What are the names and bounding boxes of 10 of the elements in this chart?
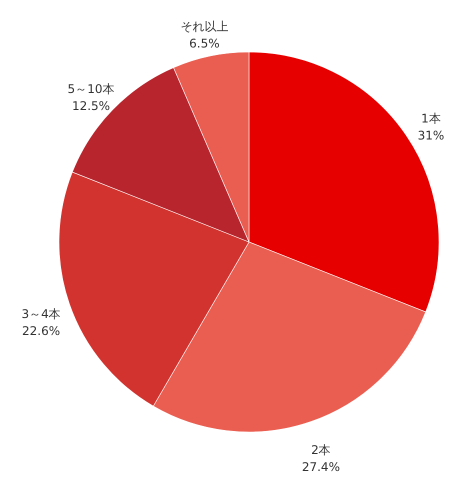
data-label: 27.4%	[302, 460, 340, 474]
slice-label: 3～4本	[21, 306, 61, 321]
slice-label: 2本	[311, 442, 331, 457]
data-label: 31%	[418, 128, 444, 142]
data-label: 12.5%	[72, 98, 110, 113]
slice-label: 5～10本	[68, 82, 114, 96]
slice-label: 1本	[421, 111, 441, 126]
data-label: 6.5%	[189, 36, 220, 51]
slice-label: それ以上	[180, 20, 228, 34]
data-label: 22.6%	[22, 324, 60, 338]
